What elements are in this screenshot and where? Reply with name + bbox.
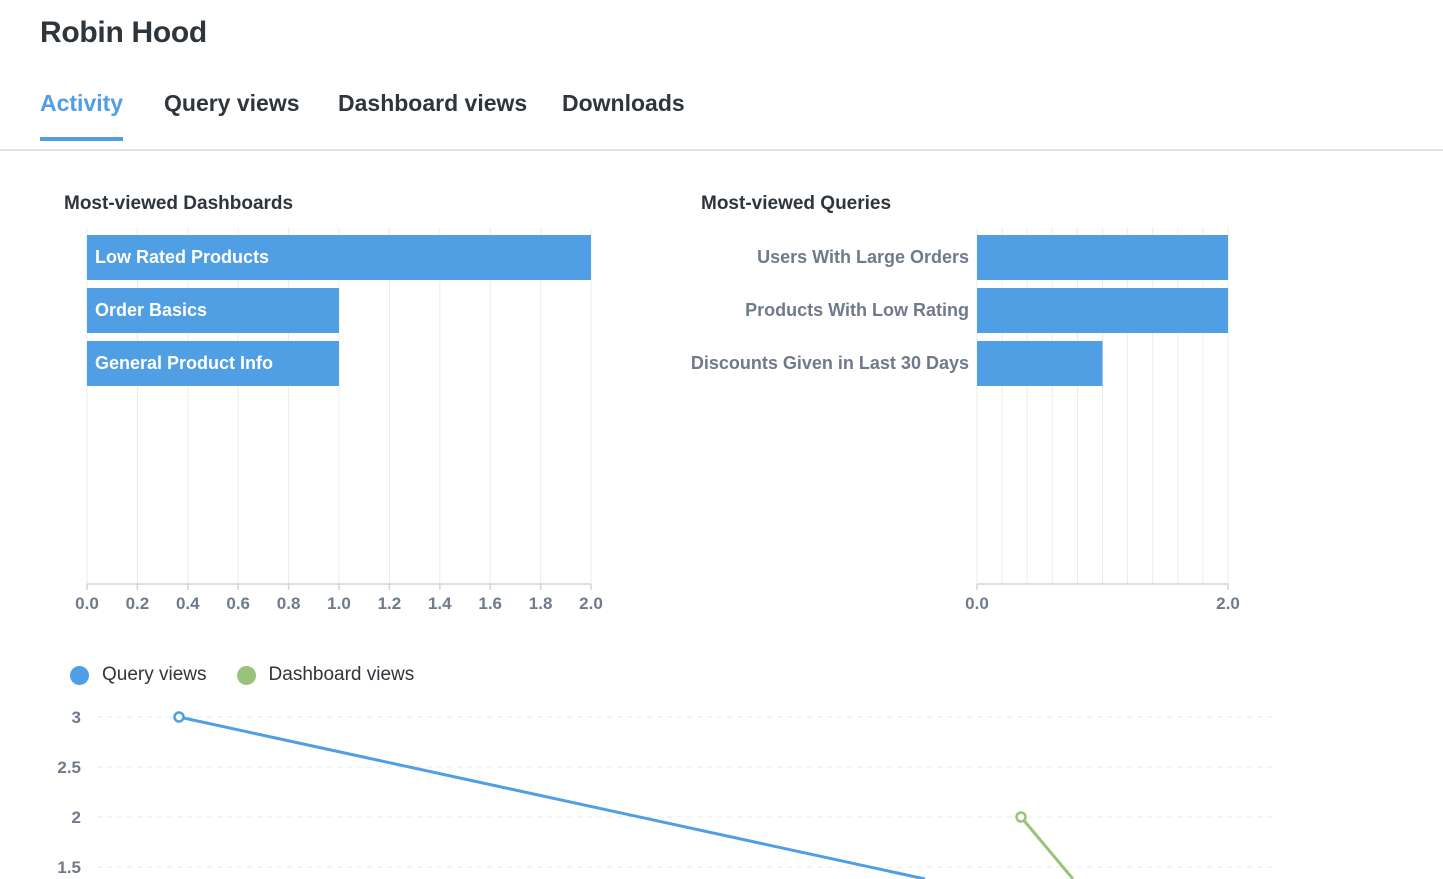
x-tick-label: 2.0 xyxy=(1216,594,1240,613)
bar-label: Low Rated Products xyxy=(95,247,269,267)
tab-bar: Activity Query views Dashboard views Dow… xyxy=(0,78,1443,151)
x-tick-label: 0.8 xyxy=(277,594,301,613)
bar xyxy=(977,341,1103,386)
legend-dot-dashboard-views xyxy=(236,665,256,685)
bar xyxy=(87,235,591,280)
bar xyxy=(977,288,1228,333)
bar-label: Products With Low Rating xyxy=(745,300,969,320)
dashboards-chart-title: Most-viewed Dashboards xyxy=(64,193,294,214)
x-tick-label: 0.0 xyxy=(75,594,99,613)
y-tick-label: 2.5 xyxy=(57,758,81,777)
bar xyxy=(977,235,1228,280)
series-line-dashboard-views xyxy=(1019,816,1075,879)
legend-item-query-views[interactable]: Query views xyxy=(70,664,207,686)
x-tick-label: 1.6 xyxy=(478,594,502,613)
bar xyxy=(87,341,339,386)
bar-label: Order Basics xyxy=(95,300,207,320)
y-tick-label: 1.5 xyxy=(57,858,81,877)
x-tick-label: 0.0 xyxy=(965,594,989,613)
x-tick-label: 1.0 xyxy=(327,594,351,613)
y-tick-label: 3 xyxy=(72,708,81,727)
queries-chart-title: Most-viewed Queries xyxy=(701,193,892,214)
page-title: Robin Hood xyxy=(40,16,207,49)
bar xyxy=(87,288,339,333)
bar-label: Discounts Given in Last 30 Days xyxy=(691,353,969,373)
legend-label-dashboard-views: Dashboard views xyxy=(268,664,415,685)
y-tick-label: 2 xyxy=(72,808,81,827)
x-tick-label: 0.6 xyxy=(226,594,250,613)
data-point-dashboard-views xyxy=(1015,811,1027,823)
x-tick-label: 1.4 xyxy=(428,594,452,613)
bar-label: Users With Large Orders xyxy=(757,247,969,267)
tab-query-views[interactable]: Query views xyxy=(164,90,300,116)
data-point-query-views xyxy=(173,711,185,723)
x-tick-label: 0.2 xyxy=(126,594,150,613)
x-tick-label: 1.2 xyxy=(378,594,402,613)
legend-label-query-views: Query views xyxy=(102,664,207,685)
tab-activity[interactable]: Activity xyxy=(40,90,124,141)
tab-downloads[interactable]: Downloads xyxy=(562,90,685,116)
series-line-query-views xyxy=(178,715,926,879)
legend-item-dashboard-views[interactable]: Dashboard views xyxy=(236,664,415,686)
legend-dot-query-views xyxy=(70,665,89,685)
x-tick-label: 2.0 xyxy=(579,594,603,613)
x-tick-label: 0.4 xyxy=(176,594,200,613)
bar-label: General Product Info xyxy=(95,353,273,373)
tab-dashboard-views[interactable]: Dashboard views xyxy=(338,90,528,116)
x-tick-label: 1.8 xyxy=(529,594,553,613)
line-chart-legend: Query views Dashboard views xyxy=(70,662,444,688)
